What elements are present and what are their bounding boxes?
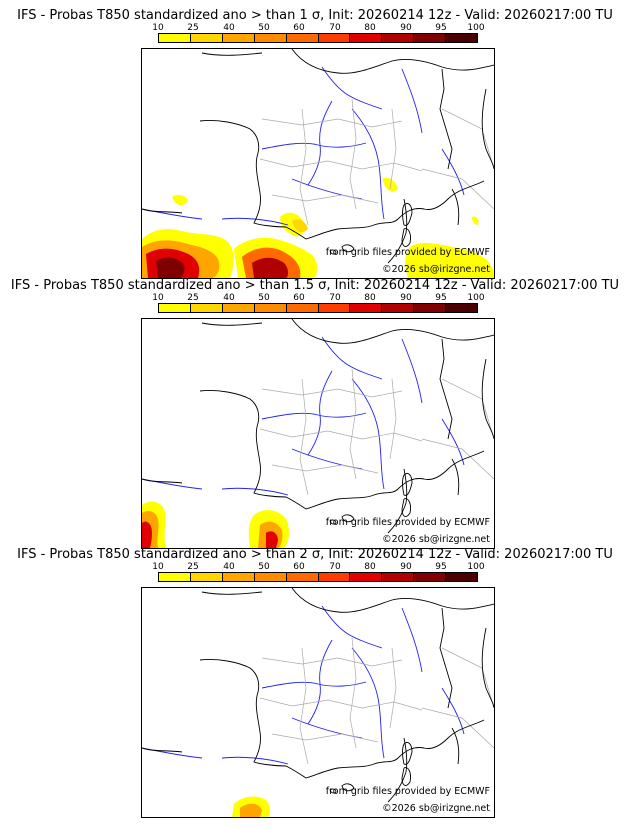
- probability-areas: [232, 796, 270, 817]
- scale-label: 95: [435, 23, 447, 33]
- map-drawing: [142, 319, 494, 548]
- scale-label: 100: [467, 23, 485, 33]
- forecast-panel-3: IFS - Probas T850 standardized ano > tha…: [0, 547, 630, 823]
- scale-label: 10: [152, 23, 164, 33]
- scale-label: 60: [293, 293, 305, 303]
- map-drawing: [142, 588, 494, 817]
- region-borders: [259, 98, 494, 226]
- scale-label: 10: [152, 293, 164, 303]
- scale-swatch-1: [159, 573, 191, 581]
- scale-swatch-3: [222, 34, 255, 42]
- scale-label: 70: [329, 23, 341, 33]
- scale-label: 25: [187, 293, 199, 303]
- scale-swatch-8: [382, 304, 415, 312]
- probability-map: from grib files provided by ECMWF ©2026 …: [141, 318, 495, 549]
- scale-label: 50: [258, 293, 270, 303]
- rivers: [142, 66, 465, 226]
- color-scale-bar: [158, 33, 478, 43]
- coastline: [142, 319, 494, 534]
- scale-swatch-9: [414, 573, 447, 581]
- scale-label: 40: [223, 562, 235, 572]
- scale-label: 100: [467, 293, 485, 303]
- probability-map: from grib files provided by ECMWF ©2026 …: [141, 48, 495, 279]
- color-scale-labels: 10 25 40 50 60 70 80 90 95 100: [138, 562, 498, 573]
- coastline: [142, 49, 494, 264]
- scale-swatch-10: [446, 573, 478, 581]
- region-borders: [259, 637, 494, 765]
- scale-swatch-3: [222, 573, 255, 581]
- scale-swatch-6: [318, 304, 351, 312]
- scale-swatch-2: [190, 304, 223, 312]
- region-borders: [259, 368, 494, 496]
- scale-swatch-8: [382, 34, 415, 42]
- scale-label: 70: [329, 293, 341, 303]
- scale-swatch-4: [254, 304, 287, 312]
- scale-swatch-6: [318, 34, 351, 42]
- data-source-credit: from grib files provided by ECMWF: [325, 786, 490, 797]
- scale-label: 25: [187, 562, 199, 572]
- scale-swatch-3: [222, 304, 255, 312]
- scale-label: 90: [400, 23, 412, 33]
- scale-label: 60: [293, 562, 305, 572]
- color-scale-bar: [158, 303, 478, 313]
- probability-areas: [142, 501, 289, 548]
- scale-swatch-6: [318, 573, 351, 581]
- panel-title: IFS - Probas T850 standardized ano > tha…: [10, 278, 620, 293]
- scale-swatch-9: [414, 34, 447, 42]
- coastline: [142, 588, 494, 803]
- scale-label: 10: [152, 562, 164, 572]
- scale-label: 90: [400, 293, 412, 303]
- scale-label: 40: [223, 293, 235, 303]
- scale-label: 25: [187, 23, 199, 33]
- copyright-credit: ©2026 sb@irizgne.net: [382, 534, 490, 545]
- rivers: [142, 605, 465, 765]
- color-scale-labels: 10 25 40 50 60 70 80 90 95 100: [138, 293, 498, 304]
- scale-label: 80: [364, 562, 376, 572]
- scale-label: 90: [400, 562, 412, 572]
- scale-swatch-7: [350, 573, 383, 581]
- scale-swatch-5: [286, 34, 319, 42]
- scale-label: 80: [364, 293, 376, 303]
- scale-label: 80: [364, 23, 376, 33]
- data-source-credit: from grib files provided by ECMWF: [325, 517, 490, 528]
- scale-swatch-5: [286, 304, 319, 312]
- scale-label: 60: [293, 23, 305, 33]
- forecast-panel-2: IFS - Probas T850 standardized ano > tha…: [0, 278, 630, 554]
- scale-swatch-10: [446, 34, 478, 42]
- map-drawing: [142, 49, 494, 278]
- scale-swatch-2: [190, 34, 223, 42]
- scale-label: 40: [223, 23, 235, 33]
- data-source-credit: from grib files provided by ECMWF: [325, 247, 490, 258]
- scale-swatch-4: [254, 573, 287, 581]
- color-scale-labels: 10 25 40 50 60 70 80 90 95 100: [138, 23, 498, 34]
- scale-swatch-10: [446, 304, 478, 312]
- scale-swatch-1: [159, 34, 191, 42]
- scale-swatch-5: [286, 573, 319, 581]
- scale-swatch-8: [382, 573, 415, 581]
- scale-swatch-9: [414, 304, 447, 312]
- color-scale-bar: [158, 572, 478, 582]
- scale-label: 95: [435, 562, 447, 572]
- probability-map: from grib files provided by ECMWF ©2026 …: [141, 587, 495, 818]
- forecast-panel-1: IFS - Probas T850 standardized ano > tha…: [0, 8, 630, 284]
- scale-label: 95: [435, 293, 447, 303]
- scale-label: 50: [258, 23, 270, 33]
- scale-label: 50: [258, 562, 270, 572]
- copyright-credit: ©2026 sb@irizgne.net: [382, 264, 490, 275]
- scale-swatch-2: [190, 573, 223, 581]
- scale-swatch-4: [254, 34, 287, 42]
- scale-label: 100: [467, 562, 485, 572]
- copyright-credit: ©2026 sb@irizgne.net: [382, 803, 490, 814]
- scale-label: 70: [329, 562, 341, 572]
- panel-title: IFS - Probas T850 standardized ano > tha…: [17, 8, 613, 23]
- scale-swatch-7: [350, 34, 383, 42]
- panel-title: IFS - Probas T850 standardized ano > tha…: [17, 547, 613, 562]
- probability-areas: [142, 177, 494, 278]
- scale-swatch-7: [350, 304, 383, 312]
- scale-swatch-1: [159, 304, 191, 312]
